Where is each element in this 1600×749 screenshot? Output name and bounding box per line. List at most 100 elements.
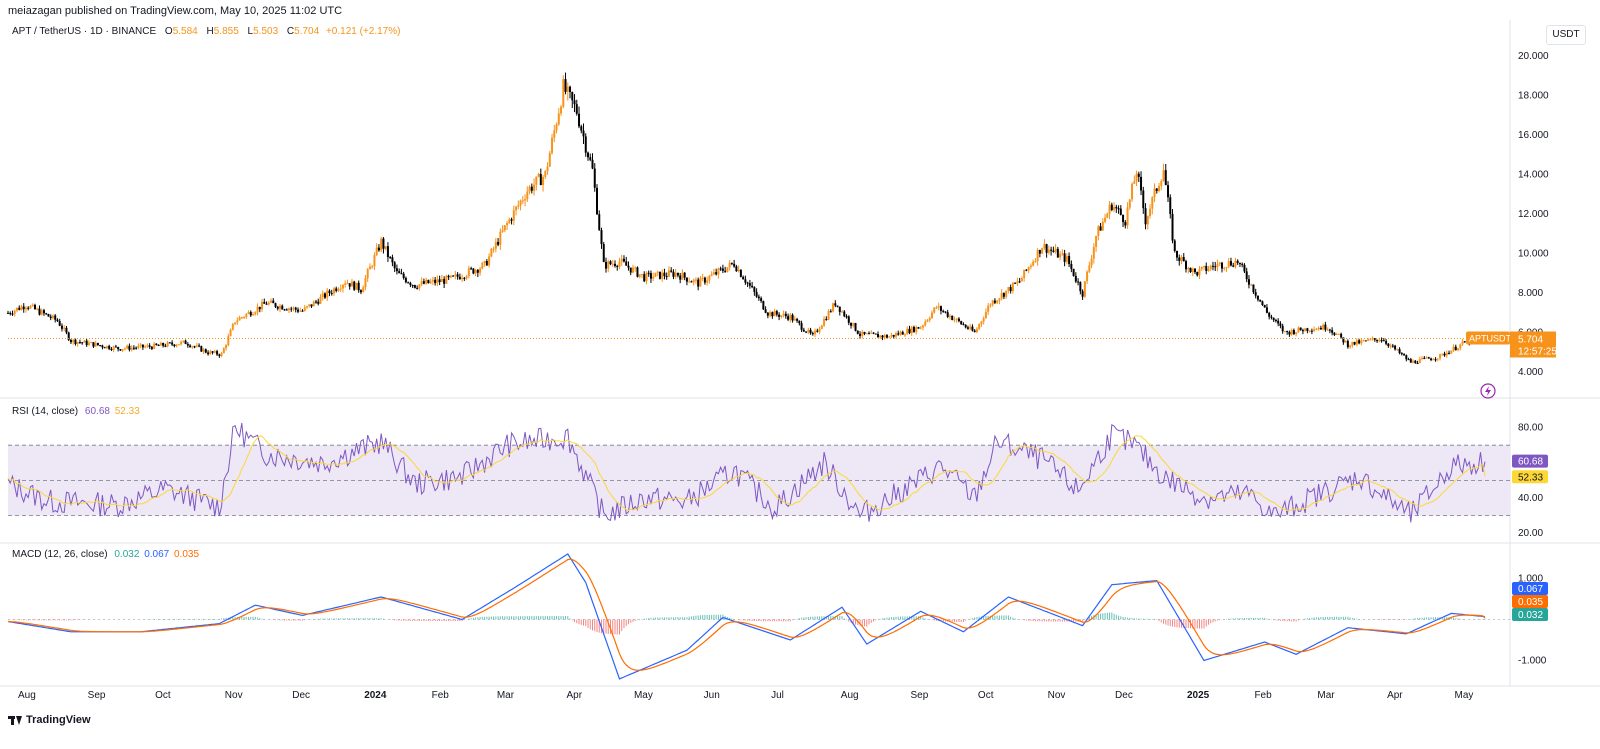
candle-body	[22, 306, 25, 310]
candle-body	[546, 166, 549, 171]
candle-body	[728, 262, 731, 268]
rsi-axis-tick: 40.00	[1518, 493, 1543, 504]
candle-body	[809, 329, 812, 334]
candle-body	[1158, 185, 1161, 191]
candle-body	[1459, 344, 1462, 349]
candle-body	[76, 342, 79, 345]
candle-body	[715, 272, 718, 275]
candle-body	[1306, 328, 1309, 331]
candle-body	[578, 113, 581, 127]
candle-body	[312, 301, 315, 307]
tradingview-logo-icon	[8, 715, 22, 725]
candle-body	[47, 314, 50, 317]
candle-body	[1018, 281, 1021, 283]
candle-body	[1178, 257, 1181, 261]
candle-body	[638, 274, 641, 277]
currency-button[interactable]: USDT	[1546, 25, 1586, 45]
candle-body	[1463, 341, 1466, 343]
candle-body	[1367, 339, 1370, 341]
candle-body	[1005, 290, 1008, 297]
tradingview-logo[interactable]: TradingView	[8, 714, 91, 726]
candle-body	[656, 271, 659, 273]
candle-body	[128, 345, 131, 350]
candle-body	[429, 281, 432, 284]
candle-body	[1340, 333, 1343, 338]
candle-body	[629, 267, 632, 273]
candle-body	[112, 346, 115, 350]
candle-body	[683, 272, 686, 278]
time-axis-tick: Dec	[1115, 690, 1133, 701]
rsi-title: RSI (14, close)	[12, 406, 79, 417]
candle-body	[769, 312, 772, 316]
candle-body	[243, 316, 246, 318]
candle-body	[1337, 333, 1340, 335]
candle-body	[346, 283, 349, 285]
candle-body	[427, 279, 430, 284]
candle-body	[314, 301, 317, 303]
candle-body	[492, 248, 495, 250]
candle-body	[647, 272, 650, 274]
candle-body	[1369, 339, 1372, 341]
candle-body	[1441, 353, 1444, 355]
candle-body	[1167, 185, 1170, 198]
candle-body	[998, 298, 1001, 301]
candle-body	[519, 200, 522, 206]
candle-body	[1297, 327, 1300, 333]
candle-body	[1072, 268, 1075, 276]
candle-body	[948, 315, 951, 317]
candle-body	[141, 344, 144, 348]
candle-body	[353, 281, 356, 290]
candle-body	[1405, 355, 1408, 360]
time-axis-tick: Mar	[497, 690, 515, 701]
time-axis-tick: Feb	[1254, 690, 1272, 701]
candle-body	[1342, 337, 1345, 343]
candle-body	[290, 308, 293, 310]
candle-body	[982, 318, 985, 322]
candle-body	[1378, 340, 1381, 342]
candle-body	[1059, 253, 1062, 258]
candle-body	[622, 258, 625, 262]
open-value: 5.584	[172, 26, 198, 37]
candle-body	[1063, 253, 1066, 262]
candle-body	[283, 309, 286, 311]
candle-body	[899, 331, 902, 335]
candle-body	[1450, 350, 1453, 354]
candle-body	[1191, 268, 1194, 273]
candle-body	[121, 349, 124, 351]
publish-line: meiazagan published on TradingView.com, …	[8, 5, 343, 17]
candle-body	[1126, 207, 1129, 226]
candle-body	[110, 348, 113, 350]
candle-body	[389, 257, 392, 259]
rsi-tag-value: 60.68	[1518, 457, 1543, 468]
rsi-legend[interactable]: RSI (14, close) 60.68 52.33	[12, 406, 140, 417]
candle-body	[431, 279, 434, 282]
candle-body	[877, 334, 880, 338]
candle-body	[620, 258, 623, 262]
candle-body	[202, 349, 205, 352]
candle-body	[1268, 312, 1271, 317]
candle-body	[1425, 357, 1428, 359]
candle-body	[1232, 265, 1235, 267]
candle-body	[413, 285, 416, 288]
candle-body	[1432, 359, 1435, 361]
candle-body	[319, 297, 322, 304]
candle-body	[1052, 250, 1055, 252]
candle-body	[784, 313, 787, 317]
candle-body	[1095, 236, 1098, 247]
candle-body	[800, 323, 803, 330]
candle-body	[919, 327, 922, 329]
candle-body	[1421, 357, 1424, 359]
candle-body	[1324, 324, 1327, 330]
candle-body	[685, 277, 688, 282]
candle-body	[832, 303, 835, 312]
candle-body	[613, 263, 616, 266]
candle-body	[571, 92, 574, 101]
candle-body	[1101, 221, 1104, 231]
candle-body	[778, 314, 781, 317]
candle-body	[933, 307, 936, 313]
macd-legend[interactable]: MACD (12, 26, close) 0.032 0.067 0.035	[12, 549, 199, 560]
candle-body	[1362, 340, 1365, 342]
symbol-title[interactable]: APT / TetherUS · 1D · BINANCE	[12, 26, 157, 37]
candle-body	[658, 271, 661, 279]
